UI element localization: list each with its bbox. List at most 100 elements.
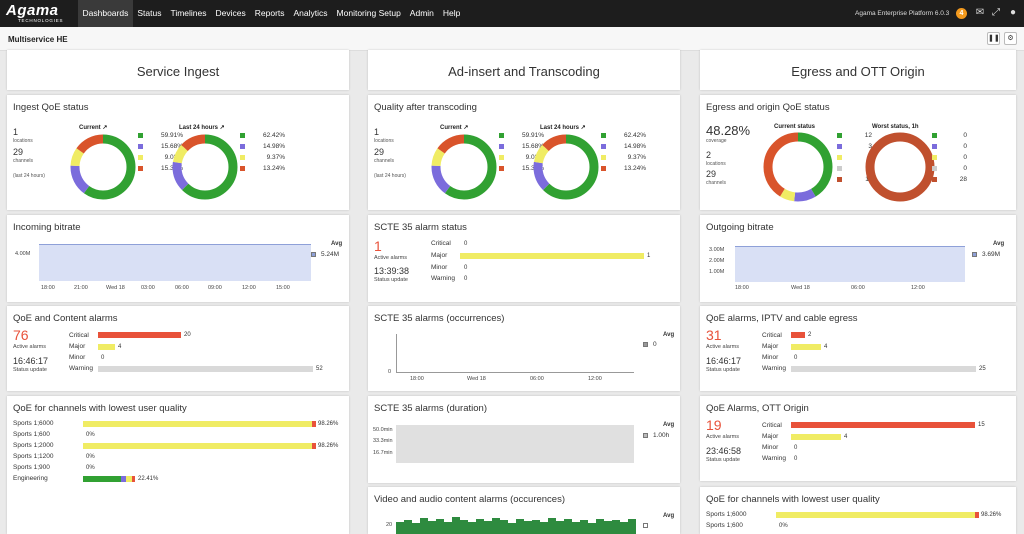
notification-badge[interactable]: 4 (956, 8, 967, 19)
video-audio-alarms-panel: Video and audio content alarms (occurenc… (368, 487, 680, 534)
x-tick: Wed 18 (791, 285, 810, 291)
column-header-egress: Egress and OTT Origin (700, 50, 1016, 90)
channel-label[interactable]: Sports 1;900 (13, 464, 50, 471)
last24-label[interactable]: Last 24 hours ↗ (540, 125, 586, 131)
locations-label: locations (13, 138, 33, 144)
critical-bar[interactable] (98, 332, 181, 338)
channel-label[interactable]: Sports 1;6000 (13, 420, 54, 427)
major-label: Major (762, 343, 779, 350)
menu-help[interactable]: Help (442, 8, 461, 18)
channels-label: channels (374, 158, 395, 164)
warning-bar[interactable] (98, 366, 313, 372)
y-tick: 20 (386, 522, 393, 528)
avg-header: Avg (663, 332, 675, 338)
critical-value: 0 (464, 241, 468, 247)
pause-button[interactable]: ❚❚ (987, 32, 1000, 45)
channel-bar-red[interactable] (132, 476, 135, 482)
panel-title: SCTE 35 alarm status (374, 222, 467, 233)
channel-bar[interactable] (83, 421, 312, 427)
minor-label: Minor (762, 354, 779, 361)
x-tick: 12:00 (242, 285, 256, 291)
warning-label: Warning (431, 275, 455, 282)
minor-value: 0 (794, 355, 798, 361)
y-tick: 1.00M (709, 269, 725, 275)
scte-duration-panel: SCTE 35 alarms (duration) 50.0min 33.3mi… (368, 396, 680, 483)
major-bar[interactable] (460, 253, 644, 259)
avg-header: Avg (331, 241, 343, 247)
major-label: Major (69, 343, 86, 350)
menu-reports[interactable]: Reports (254, 8, 285, 18)
channels-count: 29 (13, 147, 24, 157)
menu-monitoring-setup[interactable]: Monitoring Setup (336, 8, 401, 18)
status-update-time: 16:46:17 (13, 356, 49, 366)
menu-analytics[interactable]: Analytics (293, 8, 328, 18)
critical-bar[interactable] (791, 332, 805, 338)
menu-status[interactable]: Status (137, 8, 162, 18)
panel-title: SCTE 35 alarms (occurrences) (374, 313, 505, 324)
x-tick: 06:00 (851, 285, 865, 291)
user-icon[interactable]: ● (1009, 7, 1017, 18)
bitrate-area (39, 244, 311, 281)
channel-value: 98.26% (981, 512, 1002, 518)
channel-bar-blue[interactable] (121, 476, 126, 482)
warning-label: Warning (762, 365, 786, 372)
column-title: Ad-insert and Transcoding (448, 64, 600, 79)
critical-label: Critical (762, 332, 782, 339)
minor-value: 0 (101, 355, 105, 361)
status-update-time: 13:39:38 (374, 266, 410, 276)
critical-value: 2 (808, 332, 812, 338)
scte-occurrences-panel: SCTE 35 alarms (occurrences) 0 18:00 Wed… (368, 306, 680, 391)
fullscreen-icon[interactable]: ⤢ (992, 7, 1000, 18)
chat-icon[interactable]: ✉ (975, 7, 985, 18)
scte-alarm-status-panel: SCTE 35 alarm status 1 Active alarms 13:… (368, 215, 680, 302)
legend-blue: 3 (837, 143, 872, 150)
qoe-content-alarms-panel: QoE and Content alarms 76 Active alarms … (7, 306, 349, 391)
major-bar[interactable] (791, 434, 841, 440)
channel-label[interactable]: Sports 1;6000 (706, 511, 747, 518)
column-title: Egress and OTT Origin (791, 64, 925, 79)
channel-label[interactable]: Sports 1;2000 (13, 442, 54, 449)
channel-bar-green[interactable] (83, 476, 121, 482)
x-tick: Wed 18 (467, 376, 486, 382)
y-axis (396, 334, 397, 372)
major-bar[interactable] (98, 344, 115, 350)
y-tick: 50.0min (373, 427, 393, 433)
current-label[interactable]: Current ↗ (440, 125, 469, 131)
channel-bar[interactable] (83, 443, 312, 449)
warning-value: 0 (794, 456, 798, 462)
menu-devices[interactable]: Devices (215, 8, 246, 18)
status-update-label: Status update (706, 367, 740, 373)
menu-timelines[interactable]: Timelines (170, 8, 207, 18)
channel-label[interactable]: Sports 1;600 (13, 431, 50, 438)
warning-bar[interactable] (791, 366, 976, 372)
y-tick: 0 (388, 369, 392, 375)
major-bar[interactable] (791, 344, 821, 350)
legend-red: 15.38% (138, 165, 183, 172)
channel-label[interactable]: Sports 1;600 (706, 522, 743, 529)
menu-dashboards[interactable]: Dashboards (78, 0, 133, 27)
column-header-ingest: Service Ingest (7, 50, 349, 90)
donut-last24 (533, 134, 599, 200)
major-value: 4 (824, 344, 828, 350)
major-label: Major (762, 433, 779, 440)
panel-title: Quality after transcoding (374, 102, 477, 113)
last24-label[interactable]: Last 24 hours ↗ (179, 125, 225, 131)
duration-area (396, 425, 634, 463)
channel-label[interactable]: Sports 1;1200 (13, 453, 54, 460)
current-label[interactable]: Current ↗ (79, 125, 108, 131)
channel-value: 0% (86, 465, 95, 471)
warning-value: 25 (979, 366, 986, 372)
critical-label: Critical (431, 240, 451, 247)
settings-button[interactable]: ⚙ (1004, 32, 1017, 45)
channel-value: 0% (779, 523, 788, 529)
panel-title: Ingest QoE status (13, 102, 89, 113)
channel-label[interactable]: Engineering (13, 475, 48, 482)
menu-admin[interactable]: Admin (409, 8, 434, 18)
minor-label: Minor (431, 264, 448, 271)
channel-bar-yellow[interactable] (126, 476, 132, 482)
panel-title: Video and audio content alarms (occurenc… (374, 494, 565, 505)
agama-logo[interactable]: Agama TECHNOLOGIES (6, 3, 72, 24)
status-update-label: Status update (706, 457, 740, 463)
channel-bar[interactable] (776, 512, 975, 518)
critical-bar[interactable] (791, 422, 975, 428)
